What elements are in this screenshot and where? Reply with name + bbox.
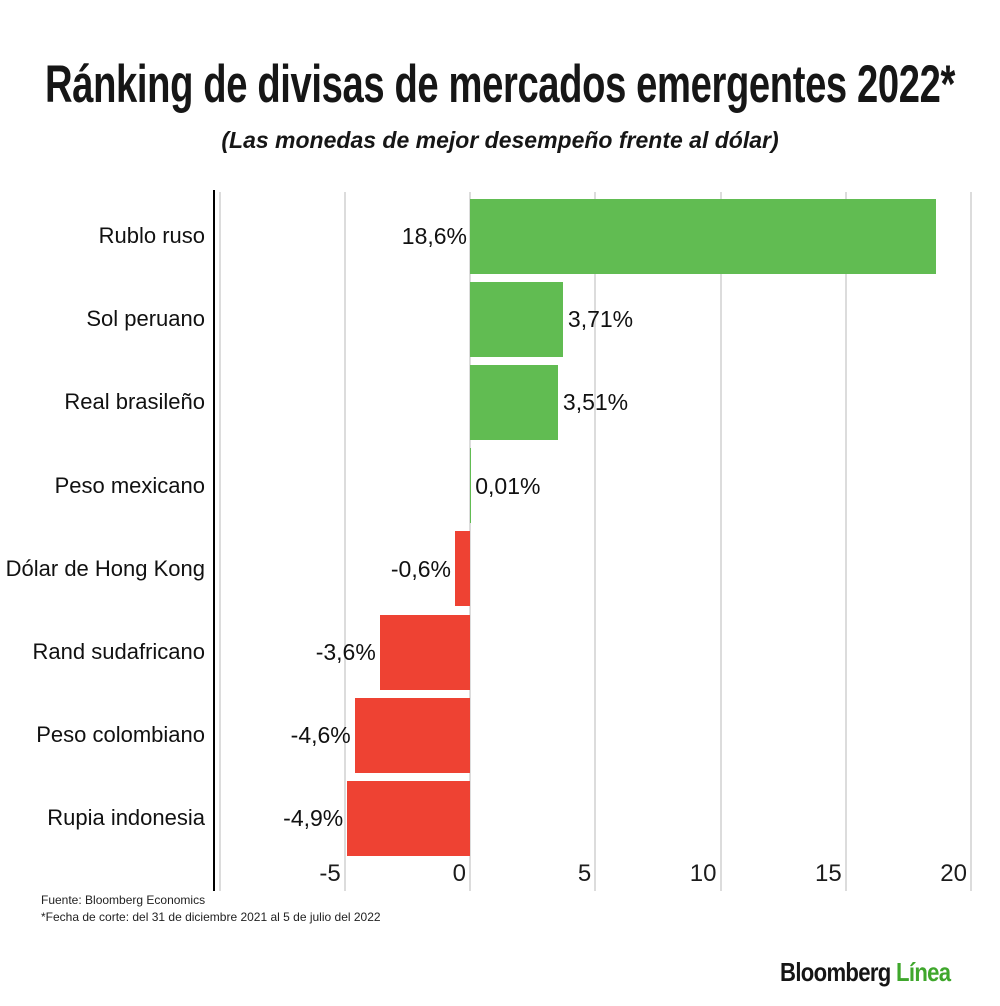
grid-line	[469, 192, 471, 891]
row-label: Real brasileño	[64, 389, 205, 415]
x-tick-label: 0	[452, 860, 466, 887]
grid-line	[594, 192, 597, 891]
x-tick-label: -5	[319, 860, 341, 887]
row-label: Rand sudafricano	[32, 639, 205, 664]
x-tick-label: 15	[815, 860, 842, 887]
row-label: Sol peruano	[86, 306, 205, 332]
bar-value-label: -4,9%	[283, 805, 344, 832]
logo-bloomberg-text: Bloomberg	[779, 957, 891, 987]
bar-value-label: 3,71%	[567, 306, 634, 333]
grid-line	[719, 192, 722, 891]
bar	[470, 364, 558, 440]
bar-value-label: -3,6%	[315, 639, 376, 665]
x-tick-label: 5	[577, 860, 592, 887]
bar-value-label: -4,6%	[290, 722, 351, 749]
bar	[379, 614, 470, 690]
bar-value-label: 0,01%	[475, 472, 541, 499]
bar	[354, 697, 470, 773]
grid-line	[218, 192, 221, 891]
chart-title: Ránking de divisas de mercados emergente…	[45, 55, 955, 114]
bar	[470, 198, 936, 274]
x-tick-label: 20	[940, 860, 967, 887]
x-tick-label: 10	[689, 860, 717, 887]
grid-line	[343, 192, 346, 891]
row-label: Rupia indonesia	[47, 805, 205, 831]
source-line: Fuente: Bloomberg Economics	[41, 893, 206, 907]
bar	[454, 531, 470, 607]
bar-value-label: 3,51%	[562, 389, 629, 416]
bar-value-label: -0,6%	[390, 555, 451, 582]
row-label: Peso colombiano	[36, 722, 205, 748]
bloomberg-linea-logo: Bloomberg Línea	[779, 957, 951, 988]
grid-line	[970, 192, 972, 891]
row-label: Dólar de Hong Kong	[5, 555, 205, 581]
grid-line	[844, 192, 847, 891]
bar-value-label: 18,6%	[401, 223, 467, 249]
y-axis-line	[212, 190, 215, 891]
bar	[347, 780, 470, 856]
logo-linea-text: Línea	[895, 957, 951, 987]
chart-subtitle: (Las monedas de mejor desempeño frente a…	[221, 127, 779, 153]
bar	[470, 448, 471, 524]
footnote-line: *Fecha de corte: del 31 de diciembre 202…	[41, 910, 381, 924]
bar	[470, 281, 563, 357]
row-label: Rublo ruso	[98, 223, 205, 248]
row-label: Peso mexicano	[54, 472, 205, 498]
